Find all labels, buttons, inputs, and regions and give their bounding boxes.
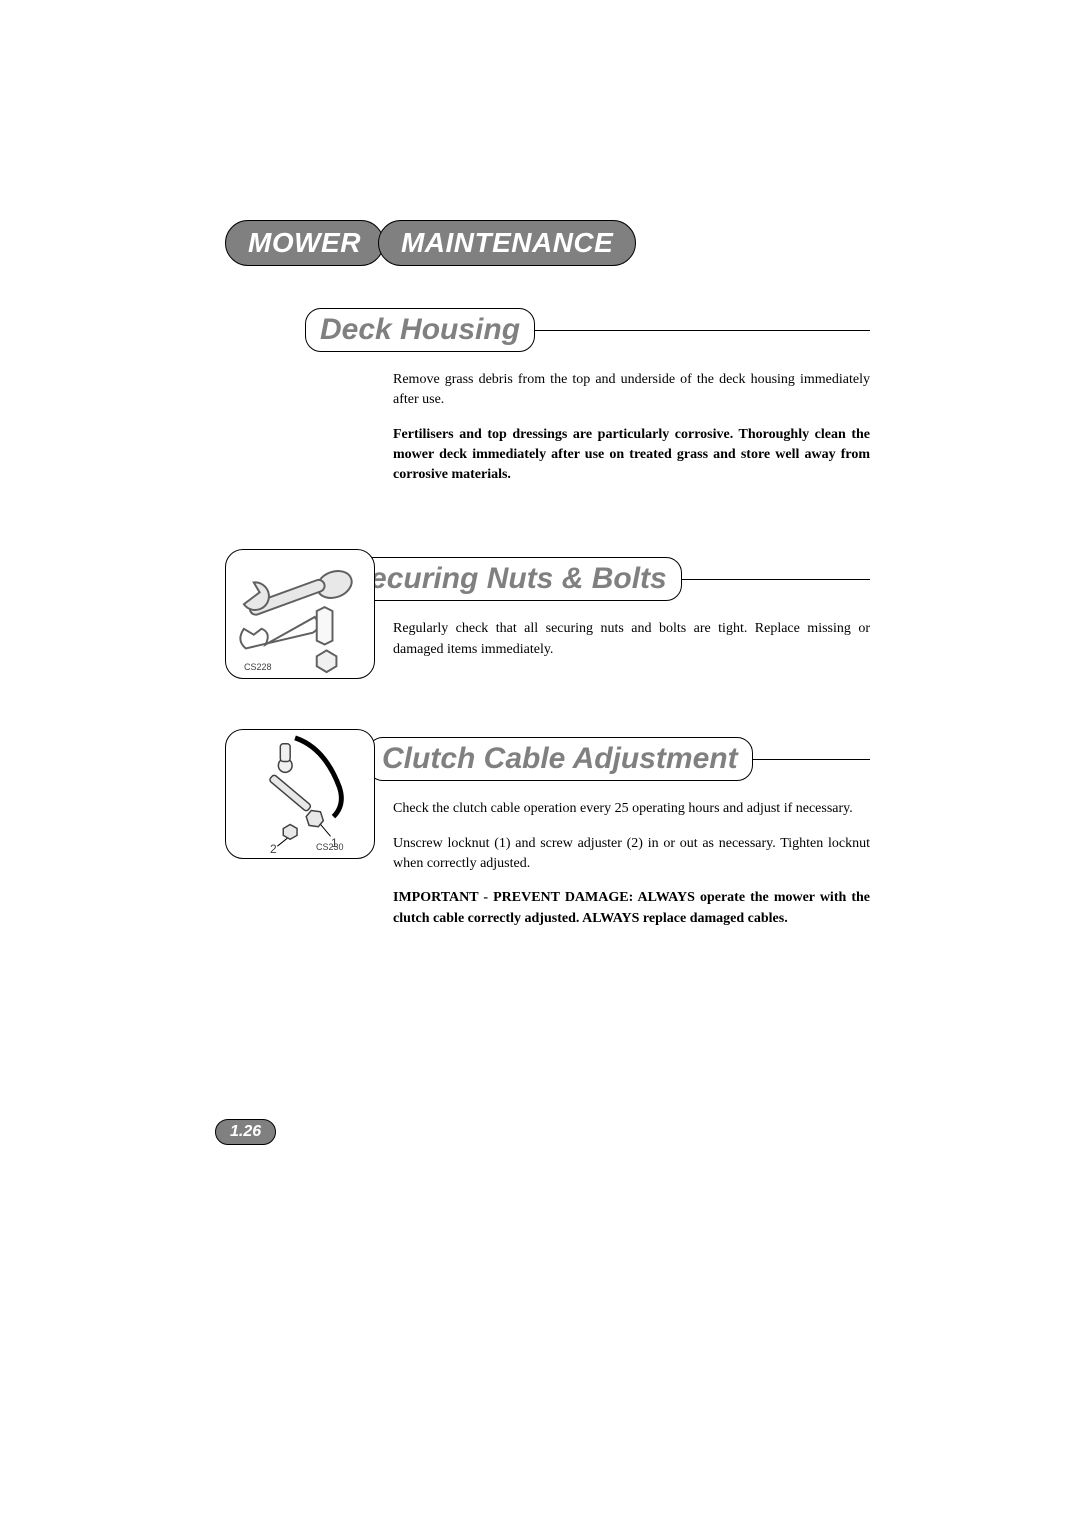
figure-caption: CS230 xyxy=(316,842,344,852)
header-pill-maintenance: MAINTENANCE xyxy=(378,220,636,266)
divider xyxy=(752,759,870,760)
paragraph-bold: Fertilisers and top dressings are partic… xyxy=(393,425,870,486)
figure-caption: CS228 xyxy=(244,662,272,672)
section-title: Clutch Cable Adjustment xyxy=(367,737,753,781)
divider xyxy=(681,579,870,580)
section-body: Remove grass debris from the top and und… xyxy=(393,370,870,499)
callout-2: 2 xyxy=(270,842,277,856)
paragraph: Check the clutch cable operation every 2… xyxy=(393,799,870,819)
divider xyxy=(534,330,870,331)
section-title: Deck Housing xyxy=(305,308,535,352)
section-deck-housing: Deck Housing Remove grass debris from th… xyxy=(225,308,870,499)
page-header: MOWER MAINTENANCE xyxy=(225,220,870,266)
section-nuts-bolts: Securing Nuts & Bolts xyxy=(225,557,870,679)
section-title: Securing Nuts & Bolts xyxy=(335,557,682,601)
figure-clutch-cable: 1 2 CS230 xyxy=(225,729,375,859)
section-body: Check the clutch cable operation every 2… xyxy=(393,799,870,942)
paragraph: Unscrew locknut (1) and screw adjuster (… xyxy=(393,834,870,875)
paragraph: Remove grass debris from the top and und… xyxy=(393,370,870,411)
section-clutch-cable: Clutch Cable Adjustment xyxy=(225,737,870,942)
header-pill-mower: MOWER xyxy=(225,220,384,266)
paragraph-bold: IMPORTANT - PREVENT DAMAGE: ALWAYS opera… xyxy=(393,888,870,929)
page-number: 1.26 xyxy=(215,1119,276,1145)
paragraph: Regularly check that all securing nuts a… xyxy=(393,619,870,660)
figure-tools: CS228 xyxy=(225,549,375,679)
section-body: Regularly check that all securing nuts a… xyxy=(393,619,870,674)
